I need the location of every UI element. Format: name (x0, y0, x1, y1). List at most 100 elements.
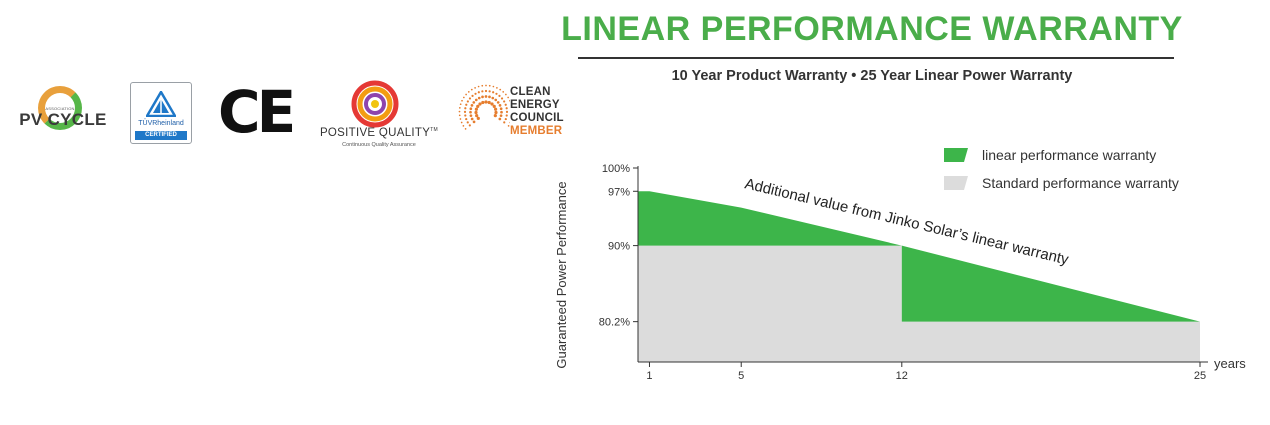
burst-dot (484, 95, 488, 98)
burst-dot (464, 114, 467, 117)
burst-dot (477, 96, 481, 100)
burst-dot (477, 91, 480, 94)
certification-logos: ASSOCIATION PV CYCLE TÜVRheinland CERTIF… (0, 76, 600, 156)
burst-dot (495, 92, 498, 95)
y-axis-title: Guaranteed Power Performance (554, 181, 569, 368)
burst-dot (485, 84, 487, 87)
burst-dot (465, 103, 468, 106)
burst-dot (468, 124, 471, 127)
pv-cycle-ring-icon (38, 86, 82, 130)
burst-dot (470, 104, 474, 107)
burst-dot (492, 85, 495, 88)
burst-dot (487, 100, 491, 105)
burst-dot (498, 94, 501, 97)
burst-dot (470, 117, 474, 121)
burst-dot (499, 114, 503, 118)
positive-quality-logo: POSITIVE QUALITYTM Continuous Quality As… (308, 78, 450, 152)
burst-dot (461, 99, 463, 102)
burst-dot (494, 107, 498, 111)
y-tick-label: 80.2% (599, 317, 630, 329)
burst-dot (491, 96, 495, 100)
burst-dot (498, 117, 502, 121)
burst-dot (463, 96, 465, 99)
tuv-logo: TÜVRheinland CERTIFIED (130, 82, 192, 144)
burst-dot (496, 86, 498, 89)
burst-dot (502, 90, 505, 93)
burst-dot (481, 100, 485, 105)
burst-dot (458, 114, 461, 117)
page-title: LINEAR PERFORMANCE WARRANTY (561, 10, 1183, 48)
x-tick-label: 1 (646, 370, 652, 382)
burst-dot (481, 84, 484, 87)
burst-dot (458, 110, 461, 113)
burst-dot (477, 85, 480, 88)
burst-dot (492, 104, 496, 108)
burst-dot (475, 113, 479, 118)
clean-energy-council-logo: CLEAN ENERGY COUNCIL MEMBER (458, 82, 588, 144)
burst-dot (481, 95, 484, 99)
burst-dot (460, 121, 463, 124)
burst-dot (472, 120, 476, 124)
burst-dot (474, 110, 478, 115)
legend-swatch-standard (944, 176, 968, 190)
burst-dot (500, 110, 503, 114)
x-tick-label: 5 (738, 370, 744, 382)
burst-dot (465, 117, 468, 121)
positive-quality-title: POSITIVE QUALITYTM (319, 127, 439, 139)
positive-quality-subtitle: Continuous Quality Assurance (342, 142, 416, 148)
burst-dot (469, 114, 473, 118)
burst-dot (498, 104, 502, 107)
burst-dot (464, 128, 467, 130)
burst-dot (474, 107, 478, 111)
burst-dot (459, 103, 462, 106)
burst-dot (488, 95, 491, 99)
burst-dot (476, 104, 480, 108)
tuv-certified-badge: CERTIFIED (135, 131, 187, 140)
burst-dot (465, 93, 467, 96)
burst-dot (470, 88, 473, 91)
burst-dot (504, 103, 507, 106)
burst-dot (505, 93, 507, 96)
x-axis-title: years (1214, 356, 1246, 371)
warranty-subtitle: 10 Year Product Warranty • 25 Year Linea… (671, 68, 1073, 84)
burst-dot (466, 121, 469, 124)
burst-dot (505, 114, 508, 117)
burst-dot (503, 100, 506, 103)
cec-line-3: COUNCIL (510, 112, 564, 124)
burst-dot (499, 88, 502, 91)
burst-dot (467, 90, 470, 93)
title-divider (578, 57, 1174, 59)
burst-dot (490, 102, 494, 106)
burst-dot (488, 84, 491, 87)
burst-dot (458, 107, 461, 109)
burst-dot (463, 110, 467, 113)
y-tick-label: 97% (608, 186, 630, 198)
burst-dot (474, 92, 477, 95)
burst-dot (464, 107, 467, 110)
legend-label-linear: linear performance warranty (982, 147, 1156, 163)
burst-dot (468, 97, 472, 100)
burst-dot (459, 118, 462, 120)
y-tick-label: 100% (602, 163, 630, 175)
x-tick-label: 12 (896, 370, 908, 382)
burst-dot (505, 110, 509, 113)
cec-line-2: ENERGY (510, 99, 560, 111)
burst-dot (469, 110, 472, 114)
tuv-brand: TÜVRheinland (138, 120, 184, 127)
burst-dot (500, 97, 504, 100)
burst-dot (484, 100, 488, 104)
burst-dot (507, 96, 509, 99)
burst-dot (469, 107, 473, 111)
ce-mark: CE (218, 78, 296, 146)
x-tick-label: 25 (1194, 370, 1206, 382)
burst-dot (499, 107, 503, 111)
cec-line-1: CLEAN (510, 86, 551, 98)
cec-line-4: MEMBER (510, 125, 563, 137)
burst-dot (474, 98, 478, 102)
burst-dot (471, 94, 474, 97)
burst-dot (488, 90, 491, 93)
legend-swatch-linear (944, 148, 968, 162)
tuv-triangle-icon (144, 89, 178, 118)
pv-cycle-logo: ASSOCIATION PV CYCLE (14, 84, 112, 144)
